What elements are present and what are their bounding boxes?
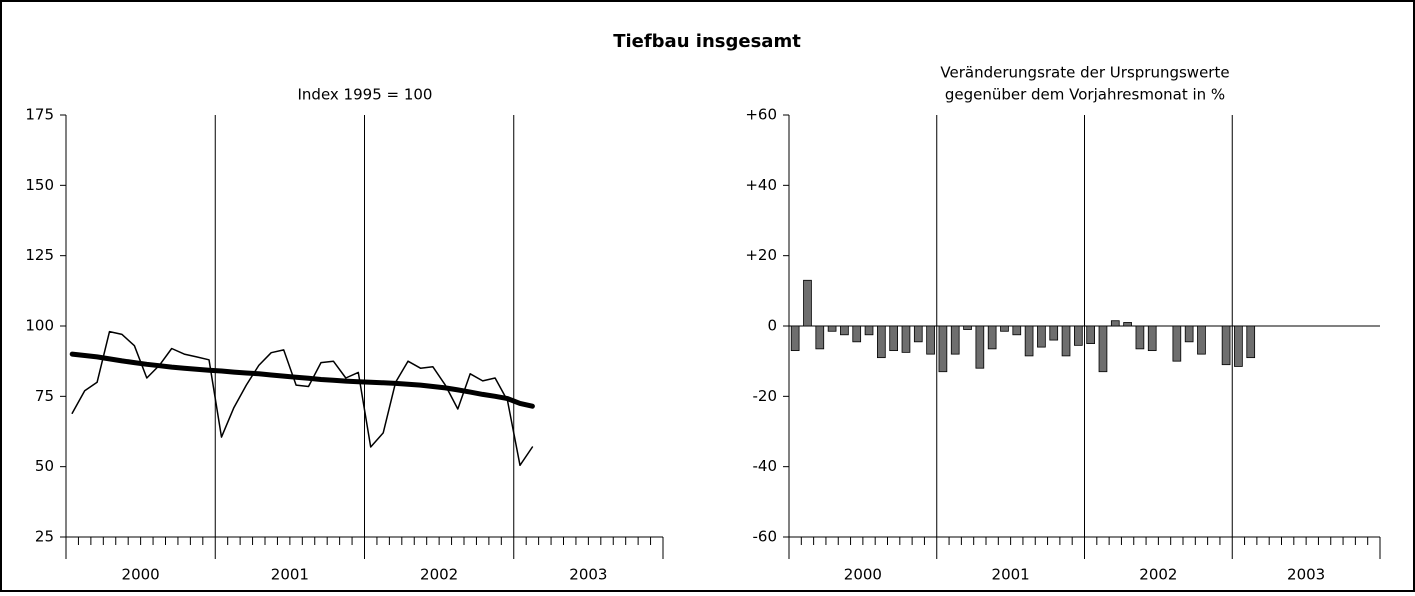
x-tick-label: 2002 — [420, 566, 458, 584]
bar — [1172, 325, 1182, 362]
bar — [1147, 325, 1157, 352]
bar — [1049, 325, 1059, 341]
bar — [1061, 325, 1071, 357]
bar — [938, 325, 948, 373]
bar — [864, 325, 874, 336]
y-tick-label: -40 — [753, 457, 778, 475]
y-tick-label: 0 — [767, 317, 777, 335]
data-line — [69, 351, 535, 409]
bar — [827, 325, 837, 332]
page-title: Tiefbau insgesamt — [613, 31, 801, 52]
bar — [1037, 325, 1046, 348]
bar — [1246, 325, 1256, 359]
y-tick-label: 175 — [25, 106, 54, 124]
bar — [1135, 325, 1145, 350]
bar — [1024, 325, 1034, 357]
y-tick-label: 50 — [35, 457, 54, 475]
y-tick-label: +20 — [745, 246, 777, 264]
y-tick-label: 100 — [25, 317, 54, 335]
bar — [1123, 322, 1132, 327]
y-tick-label: 125 — [25, 246, 54, 264]
chart-subtitle: Veränderungsrate der Ursprungswerte — [940, 64, 1229, 82]
bar — [963, 325, 972, 330]
y-tick-label: 150 — [25, 176, 54, 194]
bar — [790, 325, 800, 352]
bar — [840, 325, 849, 336]
bar — [1234, 325, 1243, 367]
bar — [1086, 325, 1095, 344]
bar — [913, 325, 923, 343]
x-tick-label: 2001 — [271, 566, 309, 584]
bar — [1184, 325, 1194, 343]
x-tick-label: 2003 — [569, 566, 607, 584]
bar — [901, 325, 911, 353]
bar — [1110, 320, 1120, 327]
bar — [1098, 325, 1108, 373]
x-tick-label: 2003 — [1287, 566, 1325, 584]
chart-subtitle: gegenüber dem Vorjahresmonat in % — [945, 86, 1225, 104]
x-tick-label: 2001 — [992, 566, 1030, 584]
bar — [1197, 325, 1206, 355]
y-tick-label: +40 — [745, 176, 777, 194]
bar — [987, 325, 997, 350]
chart-subtitle: Index 1995 = 100 — [298, 86, 433, 104]
y-tick-label: 75 — [35, 387, 54, 405]
x-tick-label: 2002 — [1139, 566, 1177, 584]
y-tick-label: 25 — [35, 528, 54, 546]
bar — [877, 325, 886, 359]
bar — [852, 325, 862, 343]
bar — [975, 325, 985, 369]
x-tick-label: 2000 — [122, 566, 160, 584]
bar — [950, 325, 960, 355]
bar — [803, 279, 812, 327]
bar — [889, 325, 898, 352]
bar — [1012, 325, 1022, 336]
bar — [1000, 325, 1009, 332]
bar — [926, 325, 935, 355]
bar — [815, 325, 825, 350]
y-tick-label: +60 — [745, 106, 777, 124]
x-tick-label: 2000 — [844, 566, 882, 584]
bar — [1221, 325, 1231, 366]
data-line — [71, 330, 534, 467]
y-tick-label: -60 — [753, 528, 778, 546]
y-tick-label: -20 — [753, 387, 778, 405]
bar — [1074, 325, 1083, 346]
